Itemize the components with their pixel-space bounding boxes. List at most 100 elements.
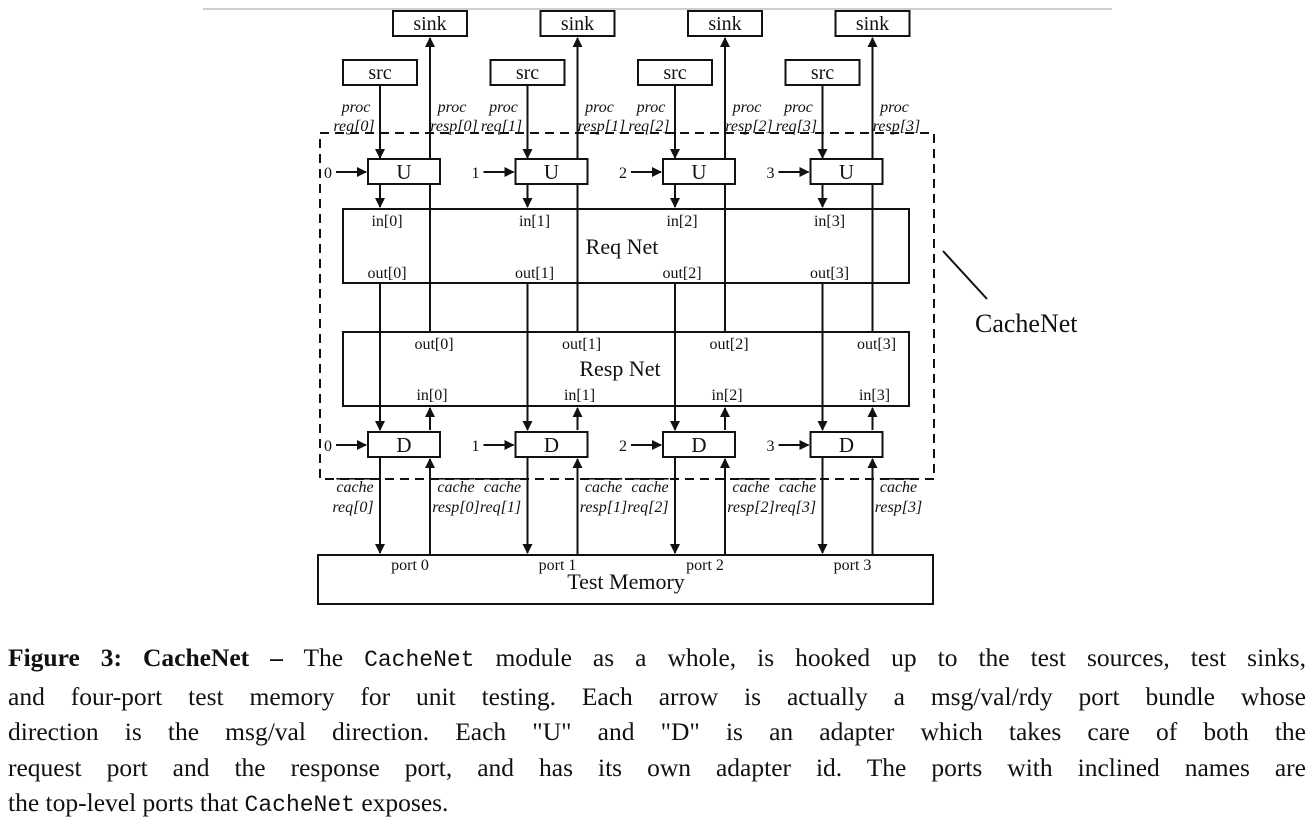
cache-resp-label: cache xyxy=(732,479,769,496)
memory-port-label: port 0 xyxy=(391,557,429,574)
caption-text: the top-level ports that xyxy=(8,788,245,817)
cache-req-label: req[1] xyxy=(480,499,521,516)
proc-resp-label: proc xyxy=(732,99,762,116)
proc-req-label: req[1] xyxy=(481,118,522,135)
proc-req-label: req[3] xyxy=(776,118,817,135)
sink-box xyxy=(687,10,763,37)
u-adapter-box xyxy=(662,158,736,185)
req-net-out-port: out[0] xyxy=(367,265,406,282)
d-adapter-label: D xyxy=(839,433,854,457)
proc-req-label: proc xyxy=(636,99,666,116)
src-label: src xyxy=(663,62,686,84)
proc-resp-label: resp[0] xyxy=(430,118,477,135)
caption-line-3: direction is the msg/val direction. Each… xyxy=(8,717,1306,746)
proc-req-label: req[2] xyxy=(628,118,669,135)
test-memory-box xyxy=(317,554,934,605)
u-adapter-box xyxy=(367,158,441,185)
caption-text: module as a whole, is hooked up to the t… xyxy=(474,643,1306,672)
memory-port-label: port 2 xyxy=(686,557,724,574)
figure-label: Figure 3: CacheNet – xyxy=(8,643,283,672)
req-net-out-port: out[3] xyxy=(810,265,849,282)
adapter-id-label: 1 xyxy=(472,165,480,182)
cache-req-label: cache xyxy=(631,479,668,496)
caption-text: exposes. xyxy=(354,788,449,817)
resp-net-out-port: out[0] xyxy=(414,336,453,353)
req-net-in-port: in[0] xyxy=(371,213,402,230)
d-adapter-label: D xyxy=(396,433,411,457)
d-adapter-label: D xyxy=(544,433,559,457)
d-adapter-label: D xyxy=(691,433,706,457)
memory-port-label: port 1 xyxy=(539,557,577,574)
resp-net-out-port: out[3] xyxy=(857,336,896,353)
cache-resp-label: resp[3] xyxy=(875,499,922,516)
sink-label: sink xyxy=(561,13,594,35)
src-label: src xyxy=(516,62,539,84)
req-net-in-port: in[1] xyxy=(519,213,550,230)
cache-resp-label: cache xyxy=(880,479,917,496)
resp-net-out-port: out[1] xyxy=(562,336,601,353)
req-net-out-port: out[2] xyxy=(662,265,701,282)
proc-resp-label: resp[2] xyxy=(725,118,772,135)
resp-net-box xyxy=(342,331,910,407)
d-adapter-box xyxy=(367,431,441,458)
resp-net-in-port: in[1] xyxy=(564,387,595,404)
cache-resp-label: resp[0] xyxy=(432,499,479,516)
src-label: src xyxy=(811,62,834,84)
adapter-id-label: 2 xyxy=(619,438,627,455)
u-adapter-box xyxy=(514,158,589,185)
resp-net-in-port: in[0] xyxy=(416,387,447,404)
resp-net-label: Resp Net xyxy=(579,356,660,381)
code-cachenet: CacheNet xyxy=(364,647,475,673)
resp-net-out-port: out[2] xyxy=(709,336,748,353)
cachenet-boundary xyxy=(319,132,935,480)
u-adapter-label: U xyxy=(544,160,559,184)
req-net-in-port: in[3] xyxy=(814,213,845,230)
req-net-out-port: out[1] xyxy=(515,265,554,282)
sink-label: sink xyxy=(856,13,889,35)
sink-box xyxy=(539,10,616,37)
cache-req-label: req[3] xyxy=(775,499,816,516)
cache-resp-label: cache xyxy=(585,479,622,496)
memory-port-label: port 3 xyxy=(834,557,872,574)
caption-text: The xyxy=(303,643,365,672)
proc-req-label: reg[0] xyxy=(333,118,374,135)
proc-req-label: proc xyxy=(783,99,813,116)
proc-resp-label: resp[1] xyxy=(578,118,625,135)
figure-caption: Figure 3: CacheNet – The CacheNet module… xyxy=(8,640,1306,824)
cache-req-label: cache xyxy=(484,479,521,496)
req-net-box xyxy=(342,208,910,284)
sink-box xyxy=(834,10,911,37)
adapter-id-label: 0 xyxy=(324,438,332,455)
cache-resp-label: resp[1] xyxy=(580,499,627,516)
u-adapter-label: U xyxy=(839,160,854,184)
adapter-id-label: 2 xyxy=(619,165,627,182)
sink-label: sink xyxy=(708,13,741,35)
proc-req-label: proc xyxy=(488,99,518,116)
cache-req-label: req[2] xyxy=(627,499,668,516)
proc-resp-label: proc xyxy=(879,99,909,116)
d-adapter-box xyxy=(662,431,736,458)
test-memory-label: Test Memory xyxy=(567,569,685,594)
cachenet-pointer-line xyxy=(942,250,988,300)
req-net-in-port: in[2] xyxy=(666,213,697,230)
u-adapter-label: U xyxy=(396,160,411,184)
adapter-id-label: 0 xyxy=(324,165,332,182)
src-label: src xyxy=(368,62,391,84)
d-adapter-box xyxy=(514,431,589,458)
adapter-id-label: 1 xyxy=(472,438,480,455)
cache-req-label: cache xyxy=(779,479,816,496)
resp-net-in-port: in[2] xyxy=(711,387,742,404)
u-adapter-box xyxy=(809,158,884,185)
cache-resp-label: cache xyxy=(437,479,474,496)
caption-line-4: request port and the response port, and … xyxy=(8,752,1306,782)
proc-resp-label: resp[3] xyxy=(873,118,920,135)
code-cachenet: CacheNet xyxy=(244,792,355,818)
cache-req-label: cache xyxy=(336,479,373,496)
req-net-label: Req Net xyxy=(586,234,659,259)
resp-net-in-port: in[3] xyxy=(859,387,890,404)
adapter-id-label: 3 xyxy=(767,438,775,455)
adapter-id-label: 3 xyxy=(767,165,775,182)
proc-resp-label: proc xyxy=(584,99,614,116)
proc-resp-label: proc xyxy=(437,99,467,116)
u-adapter-label: U xyxy=(691,160,706,184)
